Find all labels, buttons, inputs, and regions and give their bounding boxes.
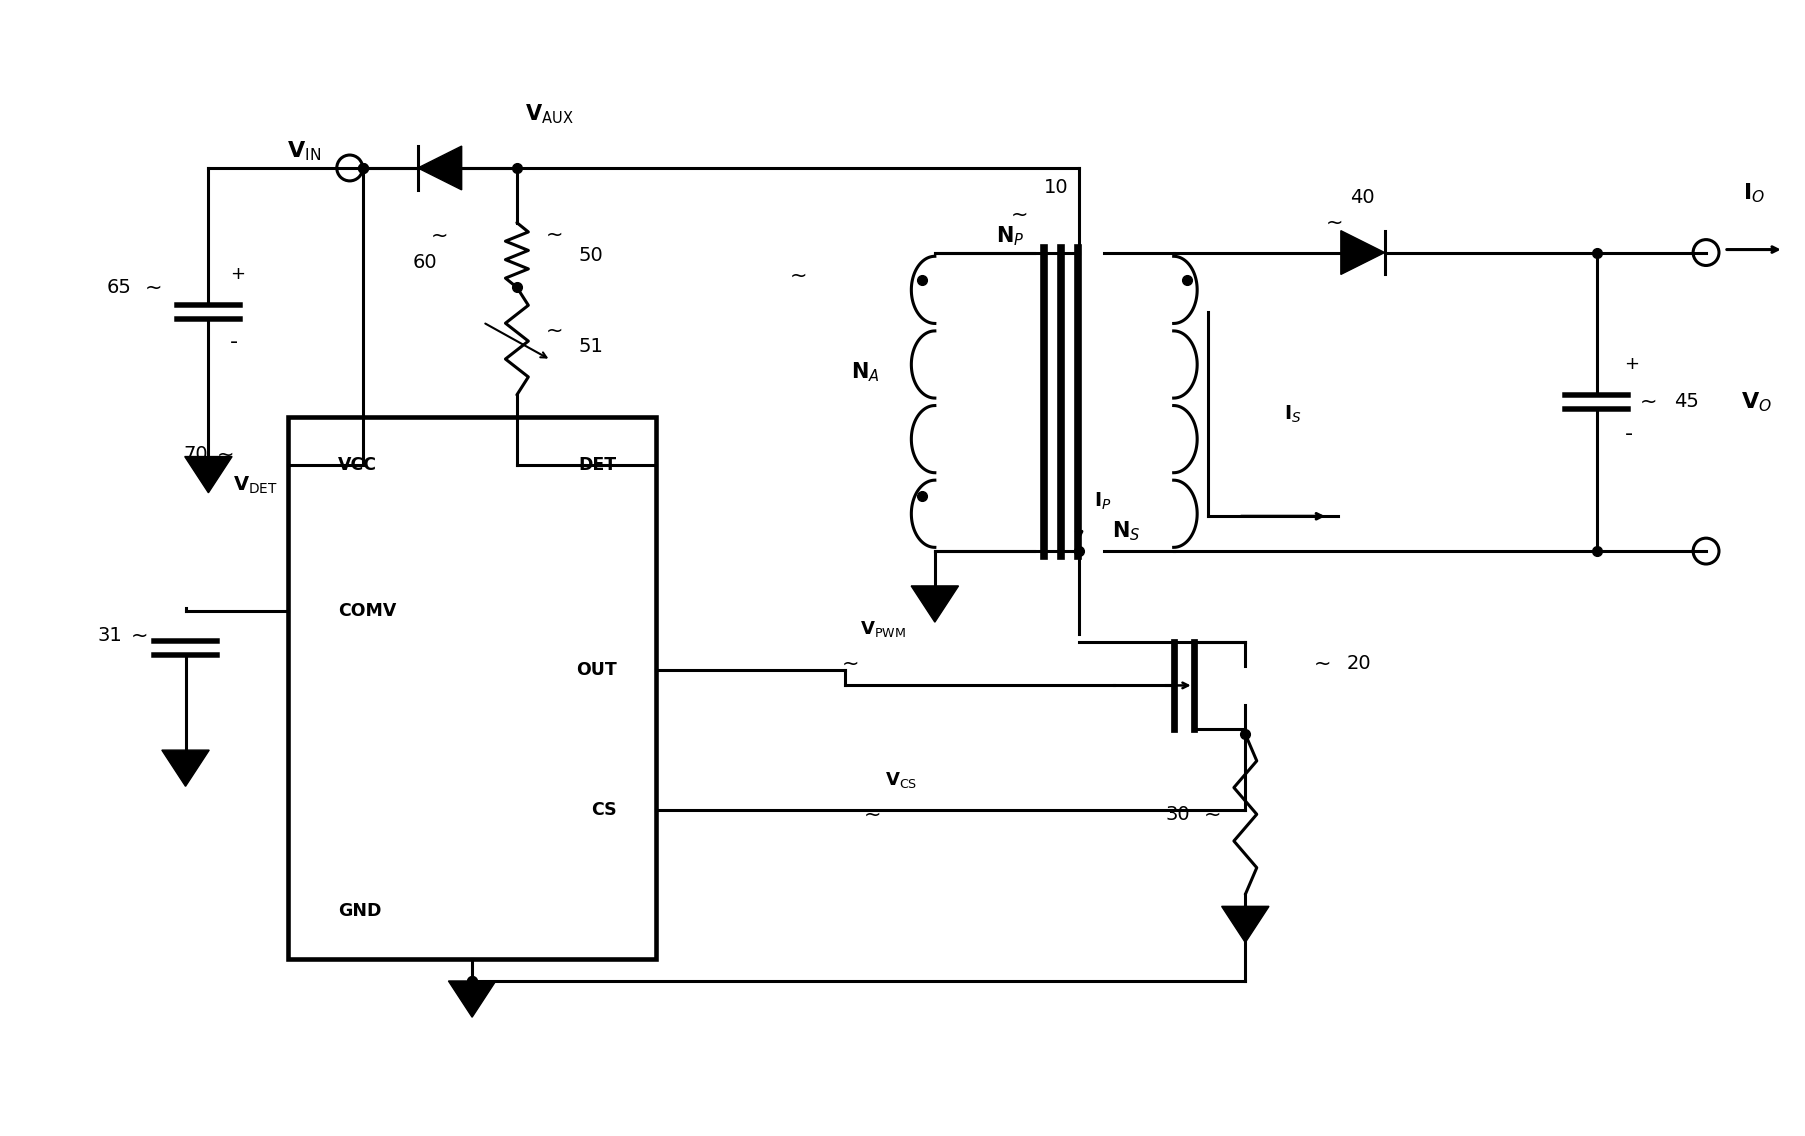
Polygon shape	[184, 457, 233, 493]
Text: V$_{\rm AUX}$: V$_{\rm AUX}$	[525, 102, 574, 126]
Text: 60: 60	[412, 253, 437, 272]
Bar	[287, 417, 655, 959]
Text: ~: ~	[545, 321, 563, 341]
Text: +: +	[231, 266, 245, 284]
Text: 70: 70	[184, 445, 208, 465]
Text: -: -	[1623, 424, 1632, 444]
Polygon shape	[448, 982, 496, 1017]
Text: 30: 30	[1166, 804, 1189, 824]
Text: ~: ~	[217, 444, 235, 465]
Text: V$_O$: V$_O$	[1740, 390, 1771, 414]
Text: ~: ~	[132, 626, 148, 645]
Text: ~: ~	[1639, 392, 1657, 412]
Text: ~: ~	[431, 226, 448, 245]
Text: 40: 40	[1350, 189, 1374, 207]
Text: +: +	[1623, 356, 1639, 373]
Text: 45: 45	[1673, 392, 1699, 411]
Text: ~: ~	[144, 277, 162, 298]
Polygon shape	[1220, 907, 1269, 943]
Text: 65: 65	[106, 278, 132, 296]
Text: GND: GND	[338, 902, 381, 920]
Text: I$_P$: I$_P$	[1094, 491, 1112, 512]
Polygon shape	[912, 586, 958, 623]
Polygon shape	[417, 147, 462, 190]
Text: ~: ~	[789, 266, 807, 285]
Text: N$_A$: N$_A$	[850, 360, 879, 384]
Text: ~: ~	[545, 225, 563, 245]
Text: ~: ~	[1314, 653, 1330, 674]
Text: 20: 20	[1347, 654, 1370, 673]
Text: V$_{\rm CS}$: V$_{\rm CS}$	[884, 770, 917, 790]
Text: CS: CS	[590, 801, 616, 819]
Text: ~: ~	[863, 804, 881, 825]
Text: ~: ~	[841, 653, 859, 674]
Text: V$_{\rm DET}$: V$_{\rm DET}$	[233, 475, 278, 495]
Polygon shape	[162, 750, 209, 786]
Text: -: -	[231, 332, 238, 352]
Text: ~: ~	[1011, 204, 1027, 225]
Text: OUT: OUT	[576, 661, 616, 679]
Text: ~: ~	[1325, 212, 1343, 233]
Text: COMV: COMV	[338, 602, 395, 620]
Text: 51: 51	[578, 336, 603, 356]
Text: V$_{\rm PWM}$: V$_{\rm PWM}$	[859, 619, 906, 638]
Text: I$_S$: I$_S$	[1283, 403, 1301, 425]
Polygon shape	[1339, 231, 1384, 275]
Text: DET: DET	[578, 456, 616, 474]
Text: 10: 10	[1043, 178, 1069, 198]
Text: 31: 31	[97, 626, 121, 645]
Text: N$_S$: N$_S$	[1112, 519, 1139, 543]
Text: ~: ~	[1204, 804, 1220, 825]
Text: N$_P$: N$_P$	[995, 224, 1023, 248]
Text: V$_{\rm IN}$: V$_{\rm IN}$	[287, 140, 321, 162]
Text: I$_O$: I$_O$	[1742, 181, 1763, 204]
Text: VCC: VCC	[338, 456, 377, 474]
Text: 50: 50	[578, 245, 603, 265]
